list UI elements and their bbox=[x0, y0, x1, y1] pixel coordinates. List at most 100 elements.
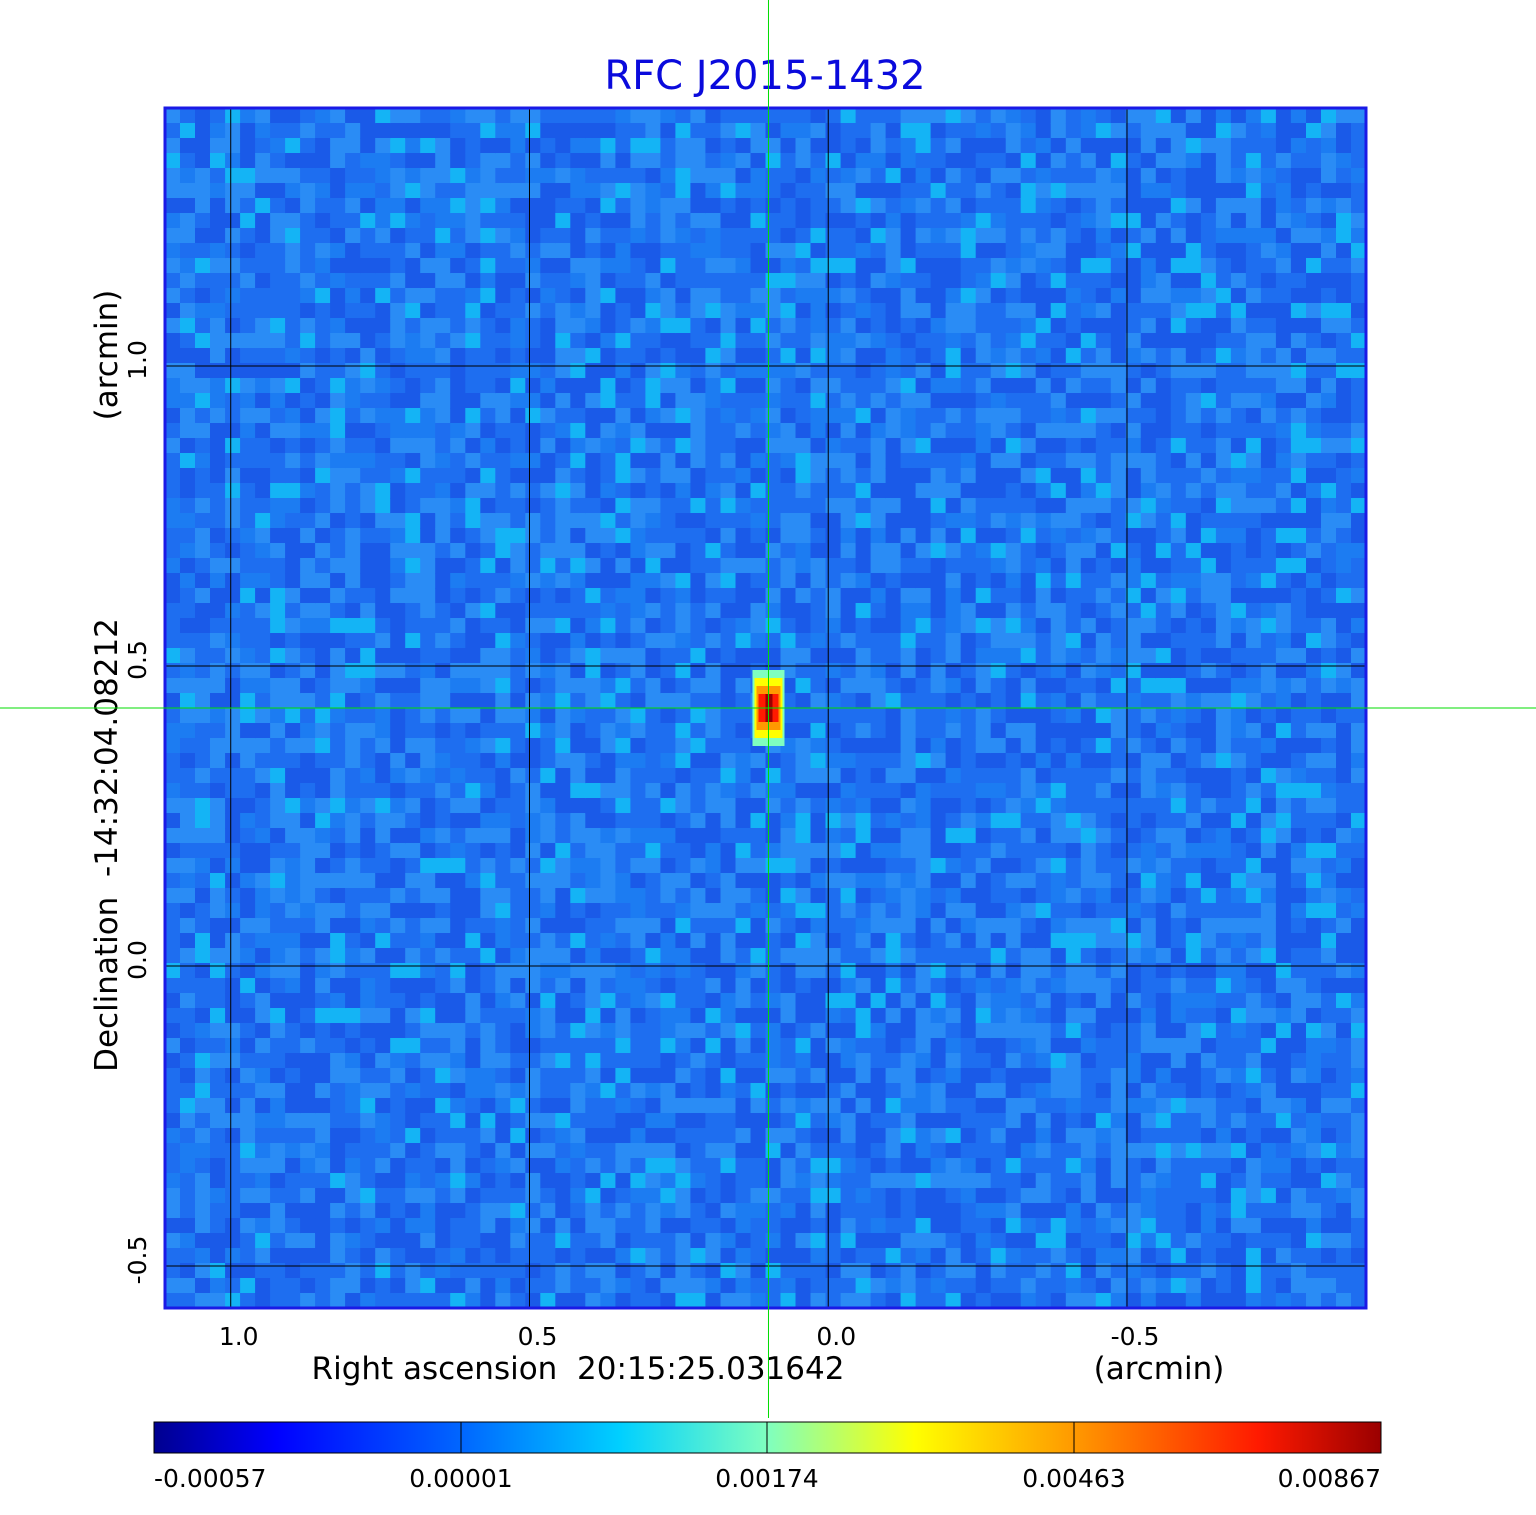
heatmap-pixel bbox=[885, 1158, 902, 1174]
heatmap-pixel bbox=[270, 123, 286, 139]
heatmap-pixel bbox=[930, 678, 947, 694]
heatmap-pixel bbox=[915, 363, 932, 379]
heatmap-pixel bbox=[465, 198, 481, 214]
heatmap-pixel bbox=[825, 648, 842, 664]
heatmap-pixel bbox=[510, 783, 526, 799]
heatmap-pixel bbox=[195, 933, 211, 949]
heatmap-pixel bbox=[750, 993, 767, 1009]
heatmap-pixel bbox=[615, 558, 631, 574]
heatmap-pixel bbox=[360, 618, 376, 634]
heatmap-pixel bbox=[795, 228, 812, 244]
heatmap-pixel bbox=[1095, 168, 1112, 184]
heatmap-pixel bbox=[570, 648, 586, 664]
heatmap-pixel bbox=[540, 948, 556, 964]
heatmap-pixel bbox=[405, 708, 421, 724]
heatmap-pixel bbox=[510, 513, 526, 529]
heatmap-pixel bbox=[960, 738, 977, 754]
heatmap-pixel bbox=[390, 168, 406, 184]
heatmap-pixel bbox=[210, 693, 226, 709]
heatmap-pixel bbox=[795, 123, 812, 139]
heatmap-pixel bbox=[660, 258, 676, 274]
heatmap-pixel bbox=[915, 303, 932, 319]
heatmap-pixel bbox=[660, 603, 676, 619]
heatmap-pixel bbox=[705, 108, 721, 124]
heatmap-pixel bbox=[660, 1083, 676, 1099]
heatmap-pixel bbox=[735, 663, 752, 679]
heatmap-pixel bbox=[405, 1293, 421, 1308]
heatmap-pixel bbox=[630, 1143, 646, 1159]
heatmap-pixel bbox=[525, 843, 541, 859]
heatmap-pixel bbox=[990, 678, 1007, 694]
heatmap-pixel bbox=[480, 1068, 496, 1084]
heatmap-pixel bbox=[480, 828, 496, 844]
heatmap-pixel bbox=[570, 483, 586, 499]
heatmap-pixel bbox=[195, 363, 211, 379]
heatmap-pixel bbox=[645, 813, 661, 829]
heatmap-pixel bbox=[255, 348, 271, 364]
heatmap-pixel bbox=[990, 378, 1007, 394]
heatmap-pixel bbox=[1095, 138, 1112, 154]
heatmap-pixel bbox=[720, 558, 737, 574]
heatmap-pixel bbox=[720, 423, 737, 439]
heatmap-pixel bbox=[915, 573, 932, 589]
heatmap-pixel bbox=[855, 288, 872, 304]
heatmap-pixel bbox=[600, 693, 616, 709]
heatmap-pixel bbox=[420, 408, 436, 424]
heatmap-pixel bbox=[1050, 153, 1067, 169]
heatmap-pixel bbox=[360, 528, 376, 544]
heatmap-pixel bbox=[1095, 183, 1112, 199]
heatmap-pixel bbox=[240, 1248, 256, 1264]
heatmap-pixel bbox=[645, 1233, 661, 1249]
heatmap-pixel bbox=[735, 363, 752, 379]
heatmap-pixel bbox=[195, 1173, 211, 1189]
heatmap-pixel bbox=[555, 903, 571, 919]
heatmap-pixel bbox=[615, 153, 631, 169]
heatmap-pixel bbox=[945, 978, 962, 994]
heatmap-pixel bbox=[1095, 228, 1112, 244]
heatmap-pixel bbox=[825, 1023, 842, 1039]
heatmap-pixel bbox=[990, 1008, 1007, 1024]
heatmap-pixel bbox=[600, 903, 616, 919]
heatmap-pixel bbox=[165, 648, 181, 664]
heatmap-pixel bbox=[780, 1263, 797, 1279]
heatmap-pixel bbox=[540, 1188, 556, 1204]
heatmap-pixel bbox=[165, 993, 181, 1009]
heatmap-pixel bbox=[870, 1173, 887, 1189]
heatmap-pixel bbox=[585, 918, 601, 934]
heatmap-pixel bbox=[1080, 1068, 1097, 1084]
heatmap-pixel bbox=[405, 123, 421, 139]
heatmap-pixel bbox=[1050, 933, 1067, 949]
heatmap-pixel bbox=[990, 1173, 1007, 1189]
heatmap-pixel bbox=[465, 933, 481, 949]
heatmap-pixel bbox=[840, 258, 857, 274]
heatmap-pixel bbox=[615, 633, 631, 649]
heatmap-pixel bbox=[645, 438, 661, 454]
heatmap-pixel bbox=[480, 558, 496, 574]
heatmap-pixel bbox=[510, 1158, 526, 1174]
heatmap-pixel bbox=[675, 318, 691, 334]
heatmap-pixel bbox=[1035, 813, 1052, 829]
heatmap-pixel bbox=[210, 678, 226, 694]
heatmap-pixel bbox=[405, 648, 421, 664]
heatmap-pixel bbox=[945, 993, 962, 1009]
heatmap-pixel bbox=[750, 408, 767, 424]
heatmap-pixel bbox=[510, 723, 526, 739]
heatmap-pixel bbox=[975, 633, 992, 649]
heatmap-pixel bbox=[345, 108, 361, 124]
heatmap-pixel bbox=[870, 183, 887, 199]
heatmap-pixel bbox=[915, 888, 932, 904]
heatmap-pixel bbox=[270, 258, 286, 274]
heatmap-pixel bbox=[165, 438, 181, 454]
heatmap-pixel bbox=[660, 633, 676, 649]
heatmap-pixel bbox=[300, 1098, 316, 1114]
heatmap-pixel bbox=[375, 708, 391, 724]
heatmap-pixel bbox=[210, 213, 226, 229]
heatmap-pixel bbox=[705, 918, 721, 934]
heatmap-pixel bbox=[960, 963, 977, 979]
heatmap-pixel bbox=[945, 768, 962, 784]
heatmap-pixel bbox=[225, 888, 241, 904]
heatmap-pixel bbox=[585, 183, 601, 199]
heatmap-pixel bbox=[750, 873, 767, 889]
heatmap-pixel bbox=[915, 1203, 932, 1219]
heatmap-pixel bbox=[225, 1218, 241, 1234]
